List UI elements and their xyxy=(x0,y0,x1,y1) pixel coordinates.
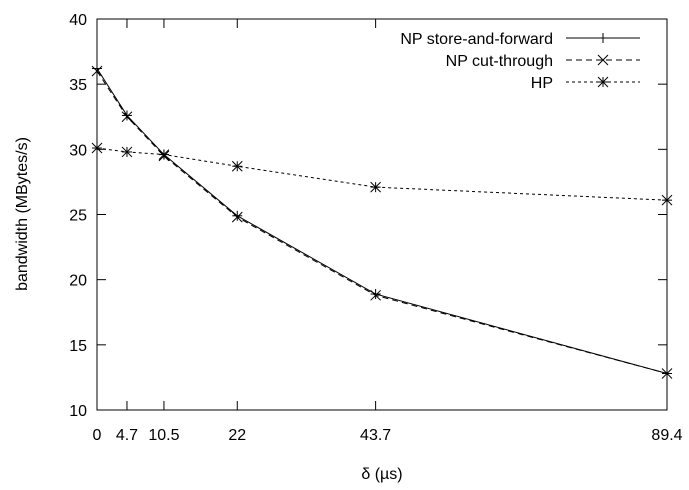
data-point-1 xyxy=(661,368,673,379)
y-tick-label: 20 xyxy=(69,273,87,290)
x-tick-label: 4.7 xyxy=(116,427,138,444)
y-tick-label: 40 xyxy=(69,12,87,29)
data-point-0 xyxy=(121,110,132,121)
y-tick-label: 25 xyxy=(69,208,87,225)
data-point-1 xyxy=(231,211,243,223)
x-tick-label: 22 xyxy=(228,427,246,444)
legend-label: NP cut-through xyxy=(446,53,553,70)
data-point-2 xyxy=(121,146,133,158)
series-line-1 xyxy=(96,70,668,374)
x-tick-label: 10.5 xyxy=(148,427,179,444)
x-tick-label: 43.7 xyxy=(360,427,391,444)
x-axis-label: δ (µs) xyxy=(361,466,402,483)
data-point-0 xyxy=(370,289,381,300)
series-line-0 xyxy=(96,68,668,374)
y-axis-label: bandwidth (MBytes/s) xyxy=(14,137,31,291)
legend-marker-0 xyxy=(598,33,608,43)
data-point-1 xyxy=(370,289,381,301)
legend-label: HP xyxy=(531,75,553,92)
y-tick-label: 35 xyxy=(69,77,87,94)
data-point-0 xyxy=(232,210,243,221)
data-point-2 xyxy=(661,194,673,206)
data-point-2 xyxy=(231,160,243,172)
legend-marker-2 xyxy=(597,76,609,88)
y-axis: 10 15 20 25 30 35 40 xyxy=(69,12,667,420)
series-line-2 xyxy=(96,147,668,201)
y-tick-label: 30 xyxy=(69,142,87,159)
legend: NP store-and-forward NP cut-through HP xyxy=(400,31,640,92)
x-axis: 0 4.7 10.5 22 43.7 89.4 xyxy=(93,19,683,444)
data-point-2 xyxy=(158,149,170,160)
data-point-2 xyxy=(370,181,381,193)
legend-marker-1 xyxy=(597,54,609,66)
x-tick-label: 0 xyxy=(93,427,102,444)
data-point-1 xyxy=(121,111,133,123)
x-tick-label: 89.4 xyxy=(651,427,682,444)
legend-label: NP store-and-forward xyxy=(400,31,553,48)
y-tick-label: 15 xyxy=(69,338,87,355)
data-point-1 xyxy=(91,65,103,77)
plot-frame xyxy=(96,18,668,411)
y-tick-label: 10 xyxy=(69,403,87,420)
series-layer xyxy=(91,63,673,379)
data-point-2 xyxy=(91,142,103,154)
